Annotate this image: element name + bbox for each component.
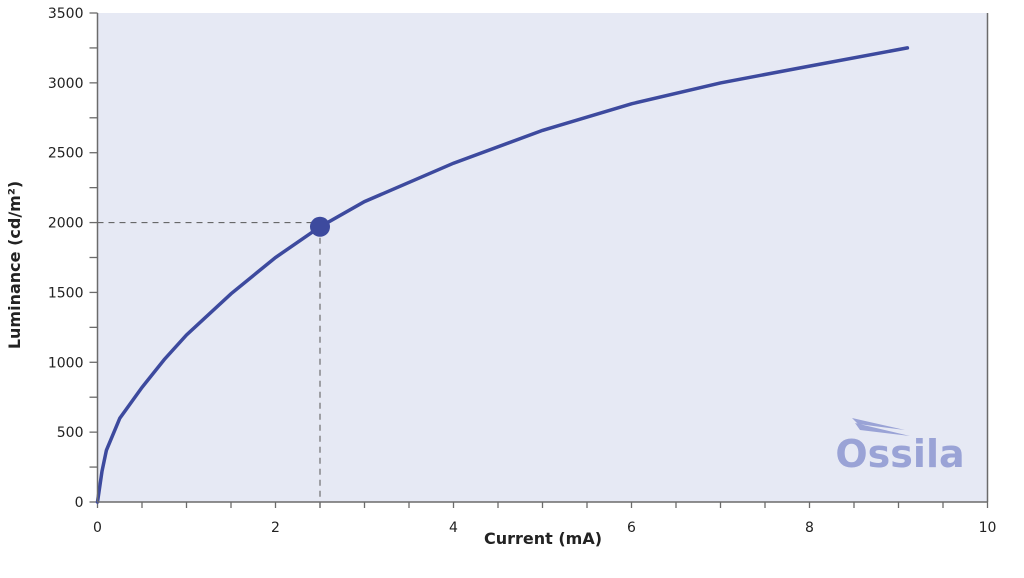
x-axis-label: Current (mA) <box>484 529 602 548</box>
luminance-curve <box>95 46 910 504</box>
plot-background <box>97 13 988 502</box>
y-tick-label: 1000 <box>48 355 84 371</box>
x-tick-label: 6 <box>627 520 636 536</box>
x-tick-label: 4 <box>449 520 458 536</box>
ossila-logo-watermark: Ossila <box>835 418 965 476</box>
logo-text: Ossila <box>835 432 964 476</box>
y-axis-label: Luminance (cd/m²) <box>5 181 24 349</box>
y-tick-label: 3000 <box>48 76 84 92</box>
x-tick-label: 10 <box>979 520 997 536</box>
y-tick-label: 500 <box>57 425 84 441</box>
y-tick-label: 1500 <box>48 285 84 301</box>
y-tick-label: 0 <box>75 495 84 511</box>
y-tick-label: 2000 <box>48 216 84 232</box>
highlight-point <box>310 216 330 237</box>
x-tick-label: 2 <box>271 520 280 536</box>
x-tick-label: 8 <box>805 520 814 536</box>
x-tick-label: 0 <box>93 520 102 536</box>
y-tick-label: 3500 <box>48 6 84 22</box>
y-tick-label: 2500 <box>48 146 84 162</box>
